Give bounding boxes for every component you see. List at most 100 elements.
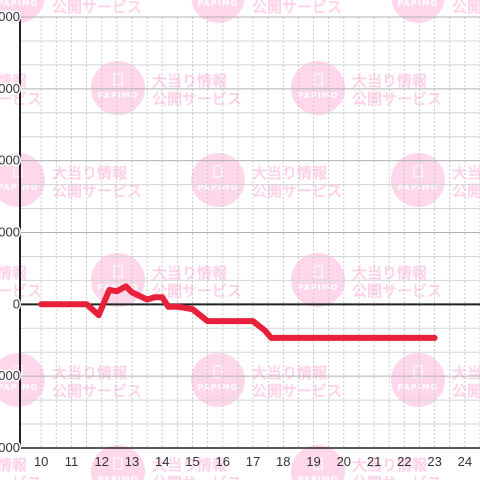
data-point	[116, 290, 118, 292]
watermark-circle	[0, 353, 45, 407]
watermark-brand-text: PAPIMO	[98, 475, 139, 480]
watermark-brand-text: PAPIMO	[0, 0, 38, 8]
watermark-title-text: 大当り情報	[0, 456, 28, 474]
y-tick-label: 0	[13, 296, 20, 311]
watermark-subtitle-text: 公開サービス	[152, 474, 242, 480]
watermark-subtitle-text: 公開サービス	[352, 282, 442, 300]
watermark-phone-icon	[213, 165, 223, 178]
data-point	[207, 320, 209, 322]
watermark-subtitle-text: 公開サービス	[52, 382, 142, 400]
x-tick-labels: 10 11 12 13 14 15 16 17 18 19 20 21 22 23 24	[34, 454, 472, 469]
x-tick-label: 16	[216, 454, 230, 469]
data-point	[146, 299, 148, 301]
data-point	[125, 285, 127, 287]
watermark-phone-icon	[213, 365, 223, 378]
axes	[19, 17, 480, 449]
watermark-subtitle-text: 公開サービス	[0, 474, 42, 480]
watermark-subtitle-text: 公開サービス	[152, 282, 242, 300]
watermark-subtitle-text: 公開サービス	[452, 0, 480, 16]
y-tick-label: 6,000	[0, 153, 20, 168]
data-point	[40, 303, 42, 305]
watermark-brand-text: PAPIMO	[298, 283, 339, 292]
watermark-title-text: 大当り情報	[0, 72, 28, 90]
watermark-subtitle-text: 公開サービス	[0, 90, 42, 108]
watermark-title-text: 大当り情報	[252, 364, 328, 382]
watermark-title-text: 大当り情報	[352, 264, 428, 282]
data-point	[192, 308, 193, 310]
watermark-title-text: 大当り情報	[452, 164, 480, 182]
watermark-phone-icon	[313, 265, 323, 278]
watermark-title-text: 大当り情報	[352, 72, 428, 90]
watermark-title-text: 大当り情報	[0, 264, 28, 282]
data-point	[252, 320, 254, 322]
watermark-circle	[0, 153, 45, 207]
watermark-subtitle-text: 公開サービス	[252, 0, 342, 16]
data-point	[270, 337, 272, 339]
watermark-title-text: 大当り情報	[252, 164, 328, 182]
watermark-brand-text: PAPIMO	[198, 183, 239, 192]
x-tick-label: 10	[34, 454, 48, 469]
watermark-brand-text: PAPIMO	[98, 91, 139, 100]
watermark-phone-icon	[113, 73, 123, 86]
watermark-subtitle-text: 公開サービス	[252, 382, 342, 400]
watermark-subtitle-text: 公開サービス	[52, 182, 142, 200]
watermark-title-text: 大当り情報	[352, 456, 428, 474]
watermark-phone-icon	[413, 365, 423, 378]
data-point	[86, 303, 88, 305]
x-tick-label: 13	[125, 454, 139, 469]
watermark-circle	[291, 61, 345, 115]
watermark-phone-icon	[113, 265, 123, 278]
x-tick-label: 19	[306, 454, 320, 469]
data-point	[343, 337, 345, 339]
watermark-phone-icon	[113, 457, 123, 470]
x-tick-label: 15	[185, 454, 199, 469]
data-point	[167, 306, 169, 308]
x-tick-label: 20	[337, 454, 351, 469]
data-point	[264, 330, 266, 332]
data-point	[434, 337, 436, 339]
y-tick-label: 9,000	[0, 81, 20, 96]
watermark-phone-icon	[413, 165, 423, 178]
x-tick-label: 14	[155, 454, 169, 469]
x-tick-label: 11	[65, 454, 79, 469]
watermark-phone-icon	[13, 165, 23, 178]
watermark-circle	[91, 445, 145, 480]
data-point	[98, 314, 100, 316]
y-tick-label: 3,000	[0, 225, 20, 240]
data-point	[176, 306, 178, 308]
data-point	[237, 320, 239, 322]
watermark-brand-text: PAPIMO	[298, 475, 339, 480]
watermark-subtitle-text: 公開サービス	[452, 182, 480, 200]
watermark-title-text: 大当り情報	[152, 456, 228, 474]
data-point	[108, 289, 110, 291]
y-tick-label: -3,000	[0, 368, 20, 383]
x-tick-label: 12	[94, 454, 108, 469]
watermark-title-text: 大当り情報	[152, 264, 228, 282]
data-point	[131, 291, 133, 293]
series-layer	[38, 283, 438, 341]
watermark-subtitle-text: 公開サービス	[352, 90, 442, 108]
y-tick-label: -6,000	[0, 440, 20, 455]
watermark-subtitle-text: 公開サービス	[152, 90, 242, 108]
watermark-circle	[191, 353, 245, 407]
watermark-brand-text: PAPIMO	[0, 383, 38, 392]
data-point	[154, 296, 156, 298]
data-point	[403, 337, 405, 339]
data-point	[216, 320, 218, 322]
watermark-circle	[291, 445, 345, 480]
watermark-title-text: 大当り情報	[152, 72, 228, 90]
watermark-circle	[191, 153, 245, 207]
watermark-phone-icon	[313, 457, 323, 470]
watermark-brand-text: PAPIMO	[398, 383, 439, 392]
watermark-brand-text: PAPIMO	[298, 91, 339, 100]
data-point	[313, 337, 315, 339]
